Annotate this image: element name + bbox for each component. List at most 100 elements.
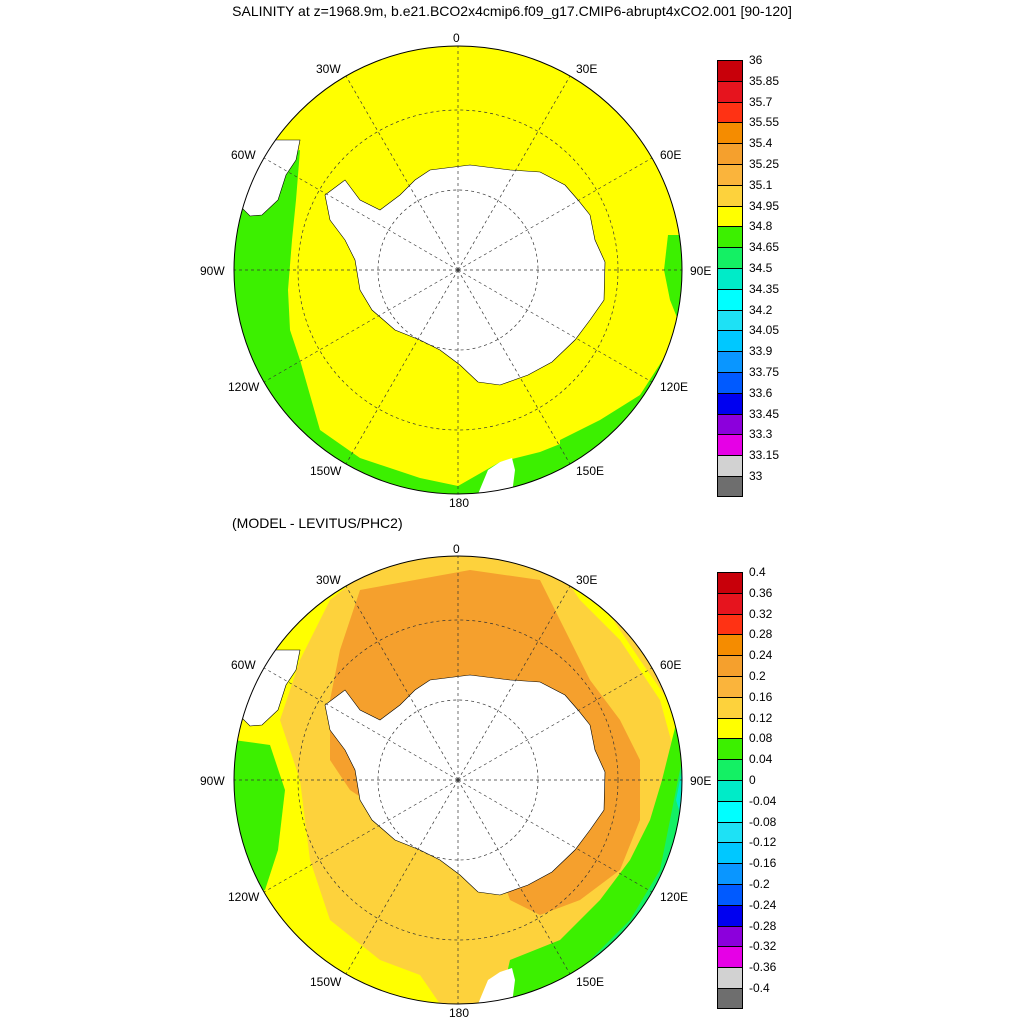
difference-colorbar-swatch	[717, 634, 743, 656]
difference-colorbar-tick-label: 0.04	[749, 752, 773, 767]
difference-colorbar-tick-label: -0.04	[749, 793, 777, 808]
antarctica-landmass-diff	[324, 674, 606, 896]
difference-colorbar-tick-label: -0.32	[749, 939, 777, 954]
difference-colorbar-tick-label: 0.24	[749, 648, 773, 663]
bottom-lon-label-30w: 30W	[316, 573, 341, 587]
salinity-colorbar-tick-label: 35.7	[749, 94, 773, 109]
difference-colorbar-tick-label: -0.4	[749, 981, 770, 995]
salinity-colorbar-swatch	[717, 247, 743, 268]
difference-colorbar-tick-label: 0.08	[749, 731, 773, 746]
top-lon-label-60w: 60W	[231, 148, 256, 162]
salinity-colorbar-swatch	[717, 268, 743, 289]
difference-colorbar-swatch	[717, 676, 743, 697]
salinity-colorbar-tick-label: 33.75	[749, 365, 780, 379]
difference-colorbar-tick-label: 0.36	[749, 585, 773, 600]
top-lon-label-0: 0	[453, 31, 460, 45]
bottom-lon-label-30e: 30E	[576, 573, 598, 587]
top-lon-label-150e: 150E	[576, 464, 605, 478]
difference-colorbar-tick-label: -0.28	[749, 918, 777, 933]
salinity-colorbar-tick-label: 35.1	[749, 177, 773, 192]
top-lon-label-120e: 120E	[660, 380, 689, 394]
salinity-colorbar-swatch	[717, 476, 743, 497]
salinity-colorbar-tick-label: 34.05	[749, 323, 780, 338]
salinity-colorbar-tick-label: 34.5	[749, 261, 773, 275]
salinity-polar-map	[234, 46, 682, 494]
difference-colorbar-tick-label: 0.2	[749, 669, 766, 683]
difference-colorbar-swatch	[717, 842, 743, 864]
top-lon-label-90e: 90E	[690, 264, 712, 278]
top-map-border	[233, 45, 683, 495]
salinity-colorbar-swatch	[717, 164, 743, 185]
bottom-lon-label-120e: 120E	[660, 890, 689, 904]
new-zealand-landmass	[478, 458, 515, 494]
salinity-colorbar-swatch	[717, 372, 743, 393]
difference-polar-map	[234, 556, 682, 1004]
top-lon-label-150w: 150W	[310, 464, 342, 478]
difference-colorbar-swatch	[717, 800, 743, 822]
salinity-colorbar-swatch	[717, 143, 743, 164]
difference-colorbar-tick-label: -0.16	[749, 856, 777, 871]
salinity-colorbar-swatch	[717, 205, 743, 227]
salinity-colorbar-tick-label: 33.15	[749, 448, 780, 463]
top-lon-label-30e: 30E	[576, 62, 598, 76]
top-lon-label-30w: 30W	[316, 62, 341, 76]
salinity-colorbar-tick-label: 34.95	[749, 198, 780, 213]
salinity-colorbar-swatch	[717, 288, 743, 310]
difference-colorbar-tick-label: 0.28	[749, 627, 773, 642]
bottom-lon-label-90e: 90E	[690, 774, 712, 788]
bottom-lon-label-150e: 150E	[576, 975, 605, 989]
salinity-colorbar-tick-label: 36	[749, 53, 763, 67]
difference-subtitle: (MODEL - LEVITUS/PHC2)	[232, 515, 403, 531]
difference-colorbar-swatch	[717, 946, 743, 968]
difference-colorbar-swatch	[717, 759, 743, 780]
salinity-colorbar-swatch	[717, 226, 743, 248]
salinity-colorbar-swatch	[717, 184, 743, 206]
salinity-colorbar-tick-label: 33.45	[749, 406, 780, 421]
salinity-colorbar-swatch	[717, 413, 743, 435]
salinity-colorbar-tick-label: 34.2	[749, 302, 773, 317]
difference-colorbar-swatch	[717, 821, 743, 843]
salinity-colorbar-swatch	[717, 392, 743, 414]
difference-colorbar-tick-label: -0.2	[749, 877, 770, 891]
difference-colorbar: 0.4 0.36 0.32 0.28 0.24 0.2 0.16 0.12 0.08 0.04 0 -…	[717, 565, 827, 1009]
salinity-colorbar-tick-label: 35.25	[749, 157, 780, 171]
difference-colorbar-swatch	[717, 884, 743, 905]
difference-colorbar-tick-label: 0.12	[749, 710, 773, 725]
salinity-colorbar-swatch	[717, 309, 743, 331]
top-lon-label-60e: 60E	[660, 148, 682, 162]
bottom-lon-label-90w: 90W	[200, 774, 225, 788]
salinity-colorbar-tick-label: 35.85	[749, 73, 780, 88]
top-lon-label-180: 180	[449, 496, 470, 510]
difference-colorbar-swatch	[717, 655, 743, 676]
salinity-colorbar-swatch	[717, 455, 743, 476]
bottom-lon-label-180: 180	[449, 1006, 470, 1020]
bottom-lon-label-60w: 60W	[231, 658, 256, 672]
difference-colorbar-swatch	[717, 904, 743, 926]
difference-colorbar-swatch	[717, 613, 743, 635]
bottom-lon-label-150w: 150W	[310, 975, 342, 989]
salinity-colorbar-swatch	[717, 330, 743, 352]
meridian-lines-diff	[234, 556, 682, 1004]
salinity-colorbar-tick-label: 33.6	[749, 385, 773, 400]
difference-colorbar-tick-label: -0.24	[749, 897, 777, 912]
difference-colorbar-swatch	[717, 717, 743, 739]
difference-colorbar-swatch	[717, 988, 743, 1009]
salinity-colorbar-swatch	[717, 122, 743, 144]
meridian-lines	[234, 46, 682, 494]
salinity-colorbar-tick-label: 34.35	[749, 281, 780, 296]
difference-colorbar-tick-label: 0.16	[749, 689, 773, 704]
difference-colorbar-tick-label: -0.36	[749, 960, 777, 975]
salinity-colorbar-swatch	[717, 434, 743, 456]
bottom-lon-label-60e: 60E	[660, 658, 682, 672]
fresh-fringe-east	[664, 235, 682, 330]
salinity-colorbar-tick-label: 33.9	[749, 344, 773, 359]
salinity-colorbar-swatch	[717, 351, 743, 372]
bottom-lon-label-120w: 120W	[228, 890, 260, 904]
difference-colorbar-tick-label: 0.4	[749, 565, 766, 579]
salinity-colorbar-swatch	[717, 101, 743, 123]
difference-colorbar-swatch	[717, 592, 743, 614]
top-lon-label-90w: 90W	[200, 264, 225, 278]
salinity-colorbar-frame	[717, 60, 743, 497]
salinity-colorbar-tick-label: 34.65	[749, 240, 780, 255]
